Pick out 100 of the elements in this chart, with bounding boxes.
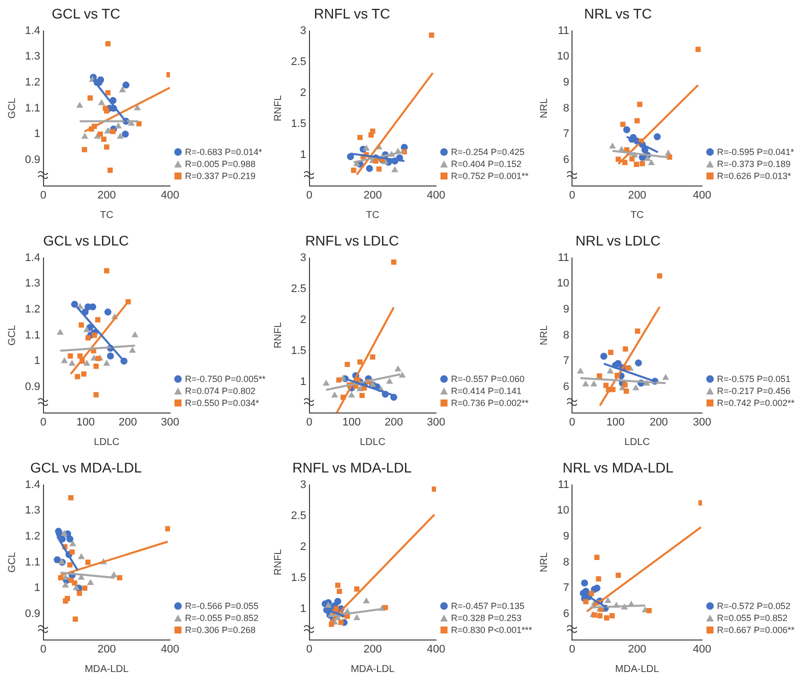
y-tick-label: 1 (300, 376, 306, 388)
chart-title: NRL vs LDLC (575, 232, 661, 248)
y-tick-label: 6 (563, 381, 570, 393)
legend-label: R=0.328 P=0.253 (451, 612, 522, 624)
y-tick-label: 1 (34, 128, 40, 140)
y-tick-label: 0.9 (24, 154, 40, 166)
y-tick-label: 7 (563, 582, 570, 594)
y-tick-label: 1.1 (24, 102, 40, 114)
x-tick-label: 200 (384, 416, 403, 428)
x-tick-label: 400 (692, 643, 712, 656)
y-tick-label: 3 (300, 252, 306, 264)
y-tick-label: 1.3 (24, 50, 40, 63)
x-tick-label: 200 (97, 189, 116, 202)
x-axis-title: LDLC (624, 436, 650, 448)
y-tick-label: 1.4 (24, 252, 40, 264)
y-tick-label: 9 (563, 304, 570, 316)
y-tick-label: 6 (563, 154, 570, 166)
legend-label: R=0.074 P=0.802 (185, 384, 256, 397)
x-tick-label: 200 (97, 643, 116, 656)
x-tick-label: 200 (363, 643, 382, 656)
x-tick-label: 100 (342, 416, 361, 428)
legend-label: R=0.550 P=0.034* (185, 396, 260, 409)
legend-label: R=-0.572 P=0.052 (717, 600, 791, 612)
x-tick-label: 0 (306, 416, 312, 428)
legend-label: R=0.736 P=0.002** (451, 396, 529, 409)
y-tick-label: 1.2 (24, 76, 40, 88)
y-tick-label: 2.5 (290, 510, 306, 522)
y-tick-label: 11 (558, 252, 570, 264)
x-tick-label: 200 (628, 189, 646, 202)
x-tick-label: 0 (569, 189, 576, 202)
x-tick-label: 400 (692, 189, 712, 202)
y-tick-label: 3 (300, 24, 306, 37)
y-tick-label: 9 (563, 530, 570, 542)
x-tick-label: 300 (160, 416, 180, 428)
x-axis-title: TC (366, 210, 380, 221)
y-axis-title: RNFL (272, 548, 284, 576)
y-tick-label: 6 (563, 608, 570, 620)
y-tick-label: 1 (34, 582, 40, 594)
x-axis-title: MDA-LDL (615, 664, 660, 675)
legend-label: R=0.742 P=0.002** (717, 396, 795, 409)
y-tick-label: 1.4 (24, 24, 40, 37)
legend-label: R=0.306 P=0.268 (185, 624, 256, 636)
x-axis-title: LDLC (94, 436, 120, 448)
x-tick-label: 0 (569, 643, 576, 656)
x-axis-title: LDLC (360, 436, 386, 448)
y-tick-label: 2 (300, 86, 306, 99)
y-tick-label: 0.9 (24, 381, 40, 393)
y-axis-title: NRL (538, 98, 550, 118)
y-axis-title: GCL (6, 552, 18, 573)
y-tick-label: 7 (563, 355, 570, 368)
x-tick-label: 0 (40, 643, 46, 656)
legend-label: R=-0.217 P=0.456 (717, 384, 791, 397)
y-axis-title: NRL (538, 552, 550, 572)
legend-label: R=-0.055 P=0.852 (185, 612, 259, 624)
y-axis-title: RNFL (272, 322, 284, 348)
y-tick-label: 10 (556, 504, 570, 517)
chart-title: GCL vs TC (52, 5, 120, 22)
legend-label: R=0.005 P=0.988 (185, 158, 256, 170)
y-tick-label: 10 (556, 50, 570, 63)
y-tick-label: 8 (563, 102, 570, 114)
x-tick-label: 200 (118, 416, 137, 428)
legend-label: R=-0.373 P=0.189 (717, 158, 791, 170)
y-tick-label: 1.5 (290, 118, 306, 130)
y-tick-label: 11 (558, 478, 570, 491)
legend-label: R=-0.683 P=0.014* (185, 146, 262, 158)
x-tick-label: 400 (426, 643, 446, 656)
x-tick-label: 200 (628, 643, 646, 656)
x-tick-label: 100 (76, 416, 95, 428)
legend-label: R=0.626 P=0.013* (717, 170, 792, 182)
x-tick-label: 300 (426, 416, 446, 428)
y-tick-label: 1.2 (24, 530, 40, 542)
y-tick-label: 1 (300, 602, 306, 615)
y-tick-label: 2.5 (290, 282, 306, 295)
x-axis-title: TC (630, 210, 644, 221)
y-axis-title: GCL (6, 324, 18, 346)
x-tick-label: 400 (426, 189, 446, 202)
x-tick-label: 0 (40, 416, 46, 428)
chart-title: NRL vs TC (584, 5, 652, 22)
y-tick-label: 3 (300, 478, 306, 491)
x-tick-label: 100 (606, 416, 625, 428)
y-tick-label: 0.9 (24, 608, 40, 620)
legend-label: R=-0.750 P=0.005** (185, 372, 266, 385)
chart-title: RNFL vs MDA-LDL (292, 459, 412, 476)
y-tick-label: 1.3 (24, 278, 40, 290)
chart-title: NRL vs MDA-LDL (562, 459, 674, 476)
legend-label: R=0.337 P=0.219 (185, 170, 256, 182)
y-axis-title: RNFL (272, 94, 284, 122)
legend-label: R=0.404 P=0.152 (451, 158, 522, 170)
chart-title: RNFL vs TC (314, 5, 390, 22)
y-tick-label: 1.4 (24, 478, 40, 491)
legend-label: R=0.830 P<0.001*** (451, 624, 532, 636)
y-tick-label: 11 (558, 24, 570, 37)
legend-label: R=0.752 P=0.001** (451, 170, 529, 182)
legend-label: R=-0.254 P=0.425 (451, 146, 525, 158)
x-axis-title: MDA-LDL (350, 664, 396, 675)
y-axis-title: NRL (538, 324, 550, 346)
x-tick-label: 400 (160, 189, 180, 202)
x-tick-label: 0 (569, 416, 576, 428)
y-tick-label: 8 (563, 556, 570, 568)
x-tick-label: 300 (692, 416, 712, 428)
